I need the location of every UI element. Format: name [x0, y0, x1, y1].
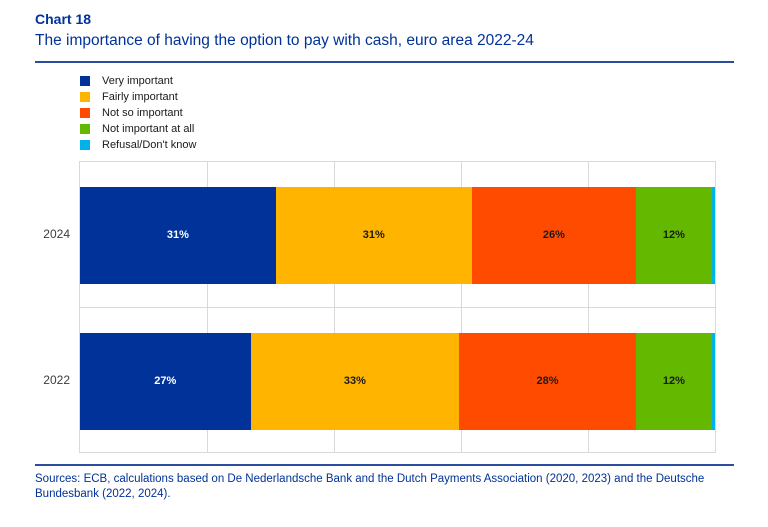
- legend-item: Not so important: [80, 106, 196, 119]
- legend-label: Not important at all: [102, 122, 195, 135]
- bar-value-label: 27%: [154, 375, 177, 387]
- legend-swatch-icon: [80, 139, 90, 150]
- plot-area: 31% 31% 26% 12% 27% 33% 28% 12%: [79, 161, 716, 453]
- legend-item: Refusal/Don't know: [80, 138, 196, 151]
- legend-swatch-icon: [80, 75, 90, 86]
- legend-label: Refusal/Don't know: [102, 138, 197, 151]
- bar-segment: 27%: [80, 332, 251, 430]
- bar-segment: [711, 186, 715, 284]
- legend-swatch-icon: [80, 91, 90, 102]
- bar-segment: 26%: [471, 186, 636, 284]
- legend-item: Very important: [80, 74, 196, 87]
- source-note-line1: Sources: ECB, calculations based on De N…: [35, 473, 705, 485]
- source-note: Sources: ECB, calculations based on De N…: [35, 472, 740, 502]
- chart-number: Chart 18: [35, 11, 92, 27]
- bar-value-label: 26%: [542, 229, 565, 241]
- legend-item: Not important at all: [80, 122, 196, 135]
- chart-legend: Very important Fairly important Not so imp…: [80, 74, 196, 151]
- bar-value-label: 12%: [662, 375, 685, 387]
- legend-item: Fairly important: [80, 90, 196, 103]
- legend-swatch-icon: [80, 107, 90, 118]
- category-label-2022: 2022: [43, 373, 70, 387]
- bar-segment: [711, 332, 715, 430]
- bar-value-label: 33%: [343, 375, 366, 387]
- bar-value-label: 31%: [362, 229, 385, 241]
- page-title: The importance of having the option to p…: [35, 32, 534, 49]
- bar-segment: 31%: [275, 186, 472, 284]
- horizontal-gridline: [80, 307, 715, 308]
- category-label-2024: 2024: [43, 227, 70, 241]
- bar-row-2024: 31% 31% 26% 12%: [80, 186, 715, 284]
- legend-label: Fairly important: [102, 90, 178, 103]
- bar-segment: 33%: [250, 332, 460, 430]
- bar-segment: 31%: [80, 186, 276, 284]
- bar-segment: 12%: [635, 186, 712, 284]
- legend-label: Not so important: [102, 106, 183, 119]
- bottom-divider: [35, 464, 734, 466]
- bar-segment: 12%: [636, 332, 712, 430]
- top-divider: [35, 61, 734, 63]
- legend-swatch-icon: [80, 123, 90, 134]
- bar-value-label: 12%: [662, 229, 685, 241]
- bar-value-label: 28%: [536, 375, 559, 387]
- bar-segment: 28%: [459, 332, 636, 430]
- source-note-line2: Bundesbank (2022, 2024).: [35, 488, 171, 501]
- bar-row-2022: 27% 33% 28% 12%: [80, 332, 715, 430]
- legend-label: Very important: [102, 74, 173, 87]
- bar-value-label: 31%: [166, 229, 189, 241]
